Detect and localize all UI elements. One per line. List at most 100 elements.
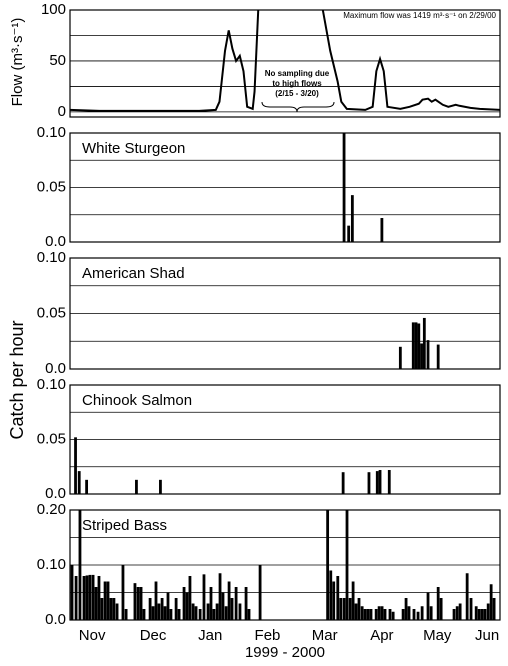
bar [182,587,186,620]
bar [185,592,189,620]
bar [391,611,395,620]
y-tick-label: 0.0 [45,485,66,502]
bar [115,603,119,620]
bar [82,576,86,620]
bar [163,606,167,620]
bar [106,581,110,620]
y-tick-label: 0.05 [37,178,66,195]
bar [383,609,387,620]
bar [378,470,382,494]
bar [412,609,416,620]
bar [100,598,104,620]
x-tick-label: Nov [79,627,106,644]
y-tick-label: 0.05 [37,430,66,447]
bar [342,598,346,620]
bar [366,609,370,620]
annotation: (2/15 - 3/20) [275,89,319,98]
bar [70,565,74,620]
bar [224,606,228,620]
bar [336,576,340,620]
panel-title: White Sturgeon [82,140,185,157]
y-tick-label: 0.0 [45,611,66,628]
bar [363,609,367,620]
bar [377,606,381,620]
bar [136,587,140,620]
bar [121,565,125,620]
bar [426,592,430,620]
annotation: to high flows [272,79,322,88]
bar [326,510,330,620]
bar [477,609,481,620]
bar [159,479,162,494]
x-tick-label: Dec [140,627,167,644]
bar [258,565,262,620]
bar [234,587,238,620]
bar [135,479,138,494]
bar [109,598,113,620]
bar [422,317,426,369]
bar [407,606,411,620]
bar [206,603,210,620]
x-tick-label: May [423,627,452,644]
bar [77,471,81,494]
bar [369,609,373,620]
bar [375,471,379,494]
bar [124,609,128,620]
bar [188,576,192,620]
y-tick-label: 0.20 [37,501,66,518]
bar [177,609,181,620]
bar [351,581,355,620]
bar [347,225,351,242]
bar [429,606,433,620]
bar [142,609,146,620]
bar [221,592,225,620]
panel-title: Chinook Salmon [82,392,192,409]
bar [354,603,358,620]
bar [227,581,231,620]
bar [465,573,469,620]
bar [194,606,198,620]
bar [458,603,462,620]
bar [380,218,384,242]
bar [198,609,202,620]
panel-frame [69,384,501,495]
bar [417,323,421,369]
bar [420,343,423,369]
x-tick-label: Mar [312,627,338,644]
bar [94,587,98,620]
bar [169,609,173,620]
panel-title: Striped Bass [82,517,167,534]
bar [342,133,346,242]
y-tick-label: 0.05 [37,304,66,321]
bar [492,598,496,620]
y-tick-label: 0.0 [45,360,66,377]
y-tick-label: 0.10 [37,249,66,266]
bar [85,575,89,620]
bar [345,510,349,620]
x-tick-label: Feb [255,627,281,644]
bar [469,598,473,620]
bar [112,598,116,620]
bar [238,603,242,620]
bar [212,609,216,620]
bar [218,573,222,620]
flow-line [70,10,500,112]
bar [160,598,164,620]
bar [483,609,487,620]
bar [74,437,77,494]
bar [85,479,89,494]
bar [88,574,92,620]
bar [404,598,408,620]
bar [380,606,384,620]
bar [332,581,336,620]
annotation: Maximum flow was 1419 m³·s⁻¹ on 2/29/00 [343,11,496,20]
shared-y-axis-label: Catch per hour [7,320,27,439]
panel-frame [69,9,501,118]
bar [486,603,490,620]
flow-axis-label: Flow (m³·s⁻¹) [9,18,26,107]
bar [489,584,493,620]
bar [357,598,361,620]
panel-frame [69,509,501,621]
bar [341,472,345,494]
